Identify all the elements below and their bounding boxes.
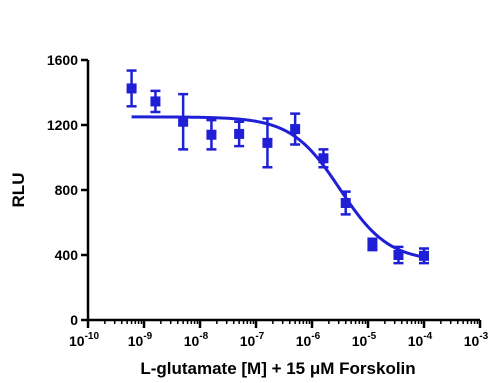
x-ticks: 10-10 10-9 10-8 10-7 10-6 10-5 10-4 10-3 [69, 320, 489, 349]
x-tick-label: 10-6 [296, 331, 321, 349]
data-point [367, 239, 378, 250]
y-tick-label: 400 [55, 247, 79, 263]
data-point [126, 83, 137, 94]
axes [86, 60, 480, 322]
data-point [178, 116, 189, 127]
data-point [318, 153, 329, 164]
x-tick-label: 10-9 [128, 331, 153, 349]
data-point [393, 250, 404, 260]
y-tick-label: 1200 [47, 117, 78, 133]
data-point [262, 137, 273, 148]
y-ticks: 0 400 800 1200 1600 [47, 52, 88, 328]
x-axis-title: L-glutamate [M] + 15 μM Forskolin [140, 359, 415, 378]
data-point [290, 124, 301, 135]
data-point [419, 250, 429, 261]
data-point [150, 96, 161, 107]
data-points [126, 69, 429, 265]
x-tick-label: 10-5 [352, 331, 377, 349]
data-point [340, 198, 351, 208]
fit-curve [131, 115, 425, 259]
y-tick-label: 0 [70, 312, 78, 328]
x-tick-label: 10-3 [464, 331, 489, 349]
x-tick-label: 10-10 [69, 331, 99, 349]
data-point [206, 129, 217, 140]
y-tick-label: 800 [55, 182, 79, 198]
data-point [234, 128, 245, 139]
y-axis-title: RLU [9, 173, 28, 208]
x-tick-label: 10-8 [184, 331, 209, 349]
x-tick-label: 10-7 [240, 331, 265, 349]
x-tick-label: 10-4 [408, 331, 433, 349]
y-tick-label: 1600 [47, 52, 78, 68]
